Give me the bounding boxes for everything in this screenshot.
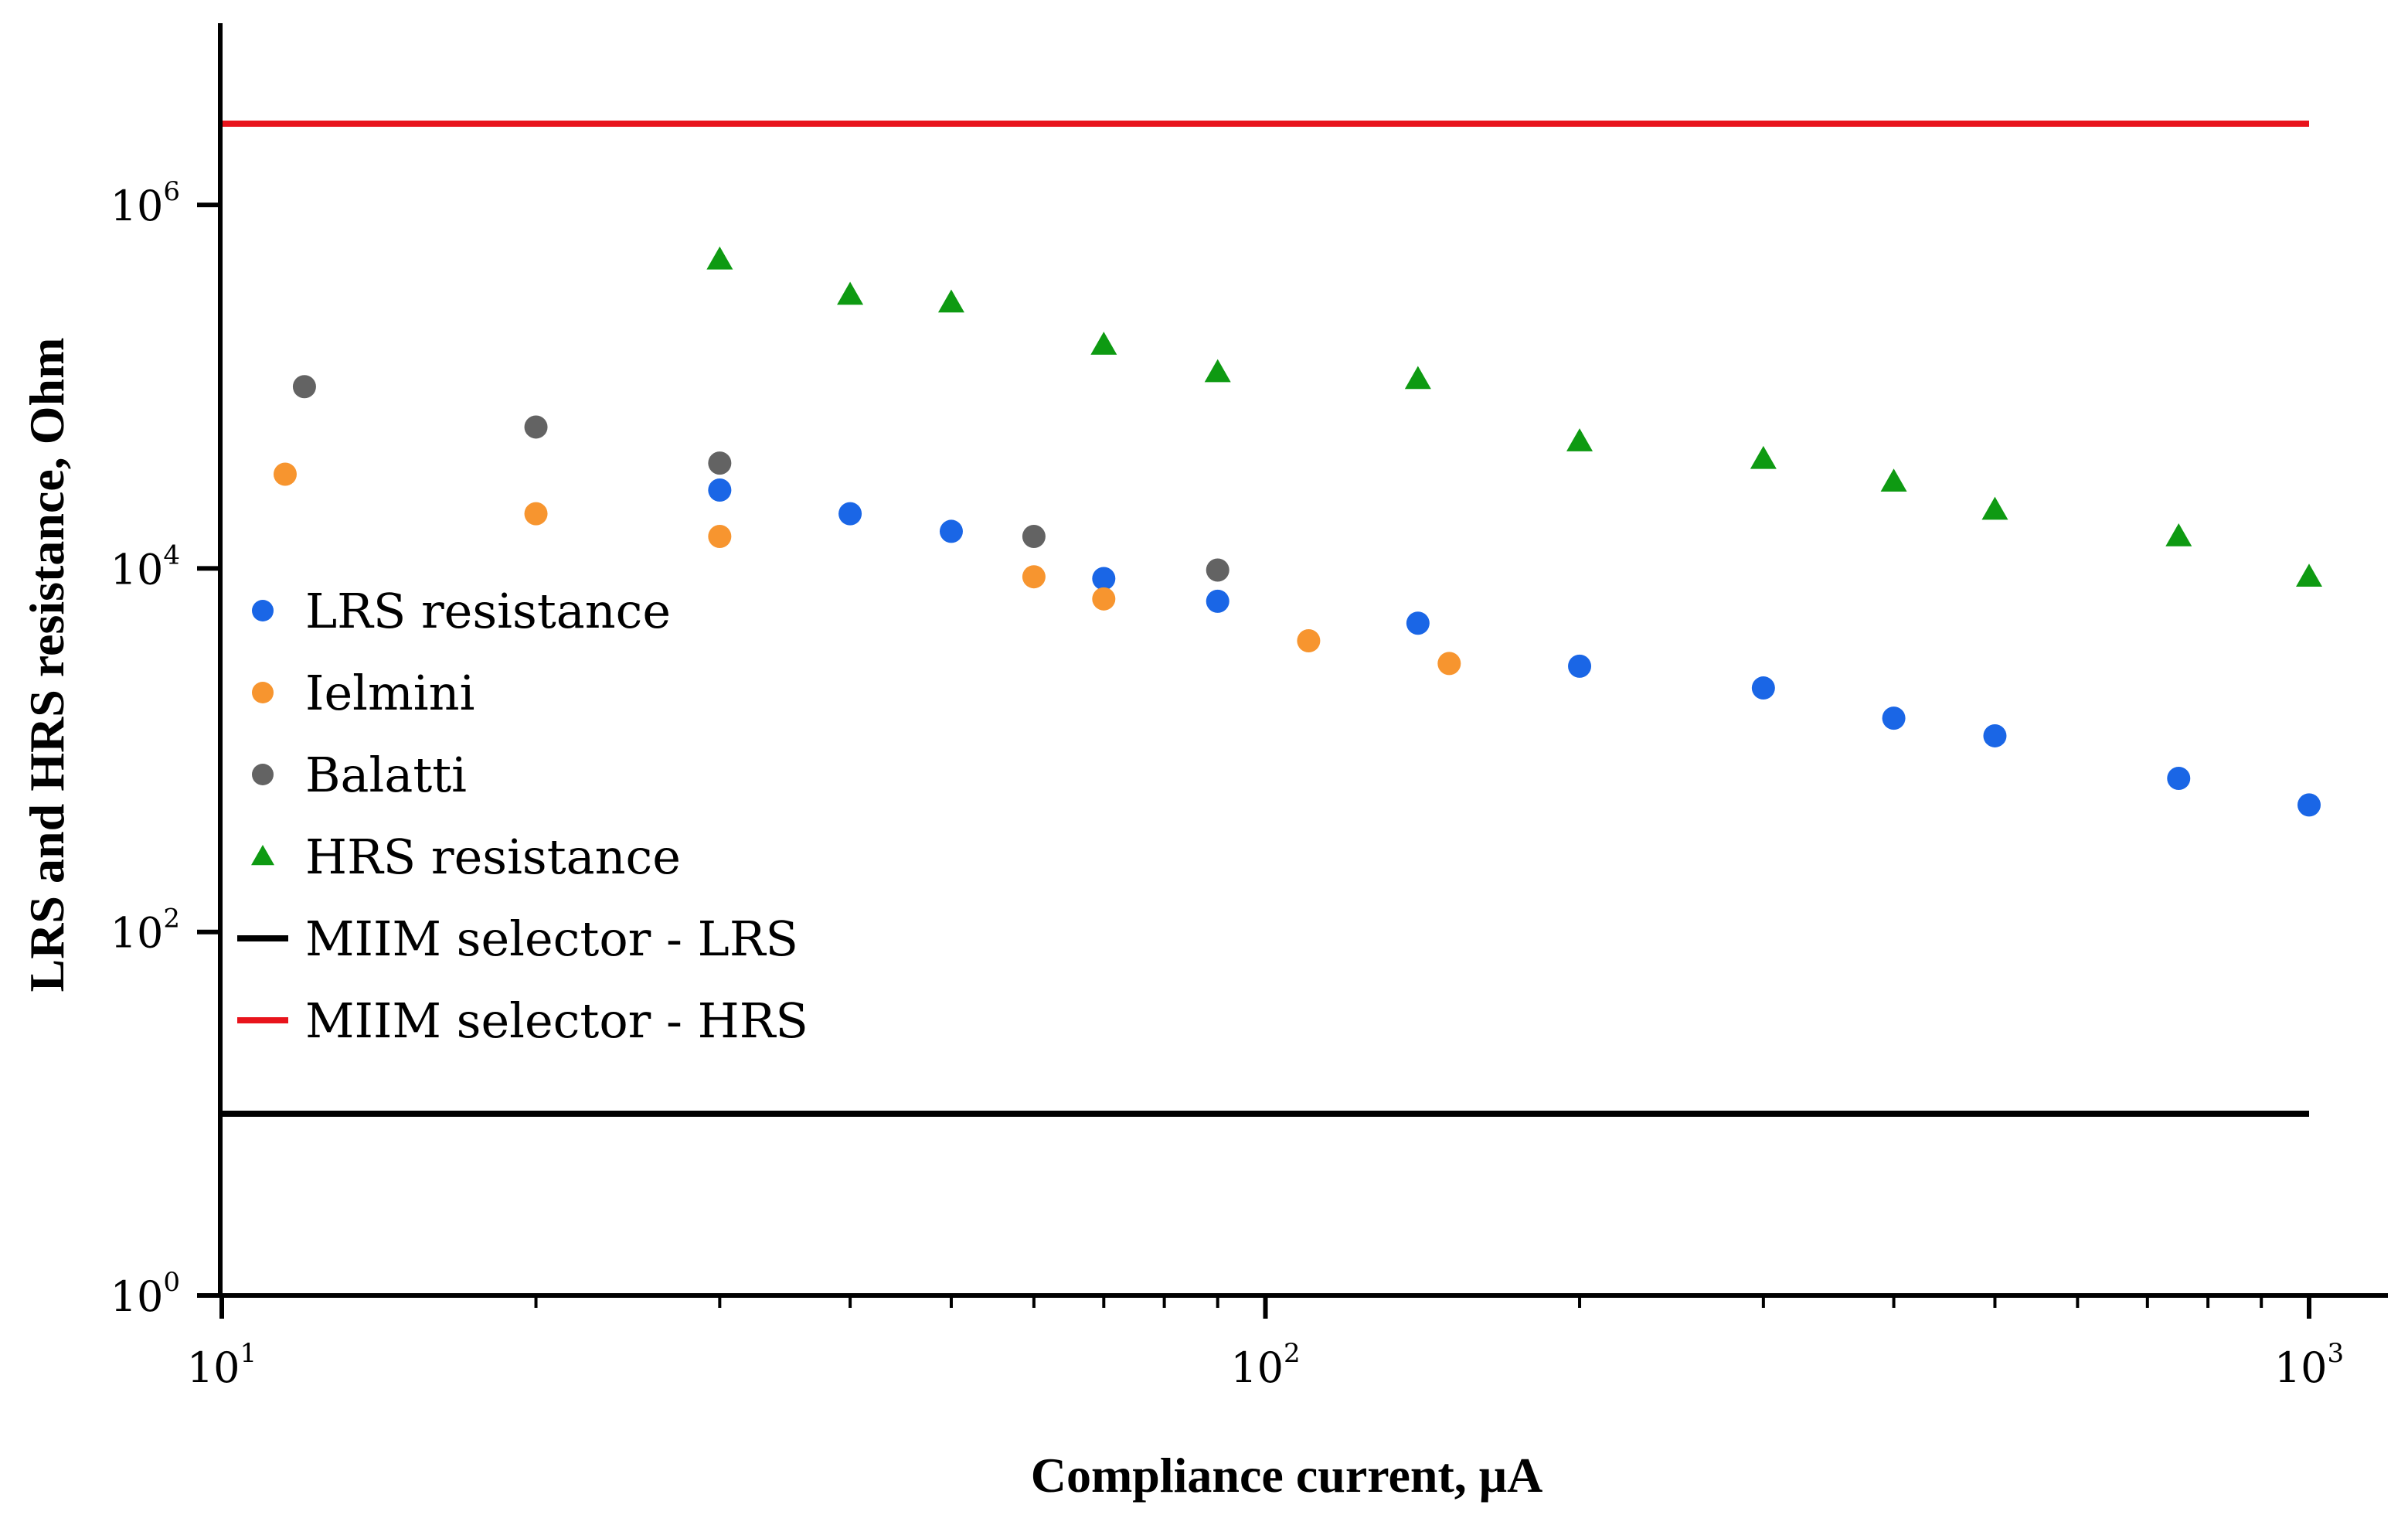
hrs-resistance-point (1404, 366, 1431, 390)
lrs-resistance-point (1983, 723, 2007, 747)
ielmini-point (708, 525, 732, 549)
legend-swatch-ielmini (252, 682, 274, 703)
legend-label-miim-selector-lrs: MIIM selector - LRS (305, 911, 798, 967)
lrs-resistance-point (1751, 676, 1775, 700)
x-tick-label: 103 (2274, 1338, 2344, 1392)
hrs-resistance-point (1566, 428, 1593, 451)
x-axis-title: Compliance current, μA (1031, 1448, 1543, 1503)
x-tick-label: 101 (187, 1338, 257, 1392)
ielmini-point (1437, 652, 1461, 676)
hrs-resistance-point (706, 246, 733, 270)
lrs-resistance-point (1092, 567, 1116, 591)
legend-label-balatti: Balatti (305, 747, 467, 803)
ielmini-point (273, 462, 297, 486)
data-points (273, 246, 2322, 817)
legend-label-ielmini: Ielmini (305, 665, 474, 721)
legend-swatch-hrs-resistance (251, 845, 274, 866)
lrs-resistance-point (1206, 589, 1230, 613)
reference-lines (222, 120, 2309, 1117)
legend-label-hrs-resistance: HRS resistance (305, 829, 681, 885)
ielmini-point (1022, 565, 1046, 589)
axes: 101 102 103 100 102 104 106 (111, 23, 2388, 1392)
balatti-point (292, 375, 316, 399)
y-tick-label: 104 (111, 540, 180, 594)
lrs-resistance-point (939, 519, 963, 543)
lrs-resistance-point (838, 502, 862, 526)
balatti-point (524, 415, 548, 439)
hrs-resistance-point (1750, 445, 1777, 469)
ielmini-point (1297, 629, 1321, 653)
balatti-point (1022, 525, 1046, 549)
y-axis-title: LRS and HRS resistance, Ohm (19, 338, 74, 992)
hrs-resistance-point (937, 289, 964, 313)
legend-label-lrs-resistance: LRS resistance (305, 583, 671, 639)
legend-swatch-lrs-resistance (252, 600, 274, 621)
hrs-resistance-point (1090, 332, 1117, 355)
hrs-resistance-point (1981, 496, 2008, 520)
y-tick-label: 102 (111, 904, 180, 958)
hrs-resistance-point (1880, 468, 1907, 492)
legend-swatch-balatti (252, 764, 274, 785)
y-tick-label: 100 (111, 1267, 180, 1321)
hrs-resistance-point (1204, 359, 1231, 383)
ielmini-point (1092, 587, 1116, 611)
hrs-resistance-point (837, 281, 864, 305)
lrs-resistance-point (1882, 706, 1906, 730)
legend: LRS resistance Ielmini Balatti HRS resistan… (237, 583, 808, 1049)
lrs-resistance-point (2167, 766, 2191, 790)
lrs-resistance-point (708, 478, 732, 502)
hrs-resistance-point (2296, 563, 2322, 587)
y-tick-label: 106 (111, 176, 180, 230)
lrs-resistance-point (1568, 654, 1592, 678)
hrs-resistance-point (2165, 523, 2192, 546)
ielmini-point (524, 502, 548, 526)
balatti-point (708, 451, 732, 475)
balatti-point (1206, 558, 1230, 582)
lrs-resistance-point (1406, 611, 1430, 635)
x-tick-label: 102 (1230, 1338, 1300, 1392)
lrs-resistance-point (2297, 793, 2321, 817)
legend-label-miim-selector-hrs: MIIM selector - HRS (305, 992, 808, 1049)
